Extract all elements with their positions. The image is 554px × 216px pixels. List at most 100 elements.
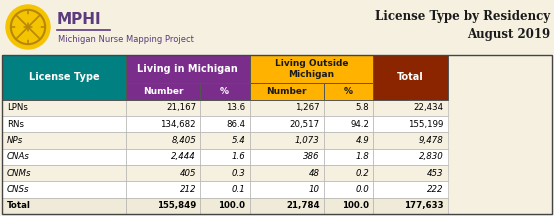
Text: 10: 10 — [309, 185, 320, 194]
Text: 20,517: 20,517 — [290, 119, 320, 129]
Bar — [249, 55, 373, 83]
Text: 405: 405 — [179, 169, 196, 178]
Bar — [126, 100, 200, 116]
Bar — [200, 198, 249, 214]
Bar — [126, 198, 200, 214]
Text: %: % — [220, 87, 229, 96]
Bar — [249, 132, 324, 149]
Text: 2,444: 2,444 — [171, 152, 196, 161]
Bar — [2, 165, 126, 181]
Bar — [126, 83, 200, 100]
Text: 22,434: 22,434 — [413, 103, 444, 112]
Text: 5.4: 5.4 — [232, 136, 245, 145]
Text: LPNs: LPNs — [7, 103, 28, 112]
Bar — [2, 100, 126, 116]
Bar — [126, 132, 200, 149]
Text: Total: Total — [397, 72, 424, 82]
Bar — [324, 100, 373, 116]
Text: 134,682: 134,682 — [160, 119, 196, 129]
Bar — [373, 165, 448, 181]
Text: 21,784: 21,784 — [286, 201, 320, 210]
Circle shape — [16, 24, 23, 30]
Text: Living Outside
Michigan: Living Outside Michigan — [275, 59, 348, 79]
Text: MPHI: MPHI — [57, 13, 101, 27]
Bar — [200, 149, 249, 165]
Text: 222: 222 — [427, 185, 444, 194]
Text: 0.3: 0.3 — [232, 169, 245, 178]
Text: CNAs: CNAs — [7, 152, 30, 161]
Bar — [324, 181, 373, 198]
Bar — [324, 83, 373, 100]
Text: CNSs: CNSs — [7, 185, 29, 194]
Text: 5.8: 5.8 — [356, 103, 370, 112]
Text: 155,849: 155,849 — [157, 201, 196, 210]
Bar — [200, 100, 249, 116]
Text: 100.0: 100.0 — [342, 201, 370, 210]
Bar — [249, 100, 324, 116]
Text: Number: Number — [142, 87, 183, 96]
Bar — [249, 181, 324, 198]
Text: 4.9: 4.9 — [356, 136, 370, 145]
Circle shape — [6, 5, 50, 49]
Bar — [324, 116, 373, 132]
Text: Number: Number — [266, 87, 307, 96]
Text: License Type: License Type — [29, 72, 99, 82]
Text: 155,199: 155,199 — [408, 119, 444, 129]
Bar — [249, 83, 324, 100]
Text: 386: 386 — [303, 152, 320, 161]
Bar — [126, 165, 200, 181]
Text: Total: Total — [7, 201, 31, 210]
Text: 21,167: 21,167 — [166, 103, 196, 112]
Text: 86.4: 86.4 — [227, 119, 245, 129]
Bar — [373, 181, 448, 198]
Text: 100.0: 100.0 — [218, 201, 245, 210]
Bar — [2, 181, 126, 198]
Circle shape — [24, 15, 32, 22]
Bar — [200, 132, 249, 149]
Text: 94.2: 94.2 — [350, 119, 370, 129]
Bar — [373, 116, 448, 132]
Text: License Type by Residency: License Type by Residency — [375, 10, 550, 23]
Text: RNs: RNs — [7, 119, 24, 129]
Text: NPs: NPs — [7, 136, 23, 145]
Bar — [126, 116, 200, 132]
Bar — [373, 149, 448, 165]
Bar — [200, 83, 249, 100]
Circle shape — [12, 25, 30, 43]
Text: 1.8: 1.8 — [356, 152, 370, 161]
Bar — [126, 181, 200, 198]
Bar — [126, 149, 200, 165]
Circle shape — [12, 11, 30, 29]
Text: %: % — [344, 87, 353, 96]
Bar — [126, 55, 249, 83]
Bar — [249, 116, 324, 132]
Bar — [200, 116, 249, 132]
Text: 1,073: 1,073 — [295, 136, 320, 145]
Circle shape — [24, 32, 32, 39]
Bar — [200, 181, 249, 198]
Text: 453: 453 — [427, 169, 444, 178]
Bar — [2, 116, 126, 132]
Bar — [373, 198, 448, 214]
Bar — [249, 198, 324, 214]
Text: 212: 212 — [179, 185, 196, 194]
Bar — [373, 100, 448, 116]
Text: August 2019: August 2019 — [467, 28, 550, 41]
Text: CNMs: CNMs — [7, 169, 32, 178]
Bar — [2, 55, 552, 214]
Text: 13.6: 13.6 — [227, 103, 245, 112]
Text: 0.0: 0.0 — [356, 185, 370, 194]
Text: 8,405: 8,405 — [171, 136, 196, 145]
Text: 48: 48 — [309, 169, 320, 178]
Text: 0.2: 0.2 — [356, 169, 370, 178]
Text: Michigan Nurse Mapping Project: Michigan Nurse Mapping Project — [58, 35, 194, 43]
Bar — [249, 165, 324, 181]
Bar — [324, 149, 373, 165]
Text: 177,633: 177,633 — [404, 201, 444, 210]
Bar — [249, 149, 324, 165]
Bar — [200, 165, 249, 181]
Text: Living in Michigan: Living in Michigan — [137, 64, 238, 74]
Circle shape — [26, 25, 44, 43]
Bar — [2, 149, 126, 165]
Bar — [2, 132, 126, 149]
